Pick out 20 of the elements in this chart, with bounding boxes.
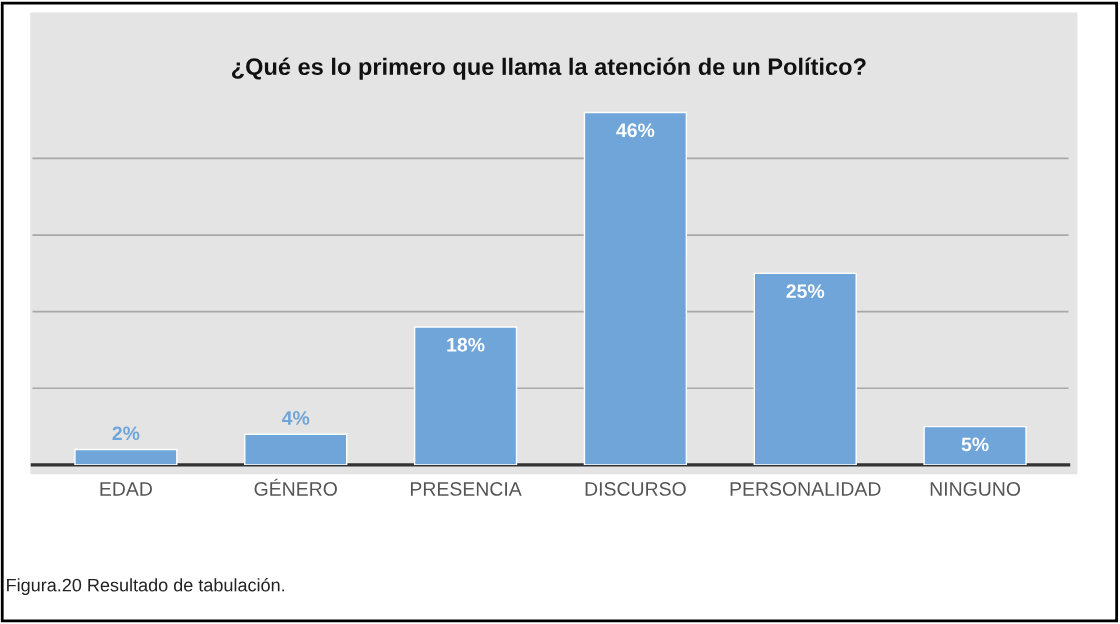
chart-title: ¿Qué es lo primero que llama la atención de un Político? <box>231 57 866 80</box>
bar <box>923 425 1027 465</box>
bar <box>583 111 688 465</box>
data-label: 5% <box>961 437 989 452</box>
x-tick-label: PRESENCIA <box>410 482 522 496</box>
bar <box>244 433 348 465</box>
bar <box>413 326 518 465</box>
bar <box>753 272 857 465</box>
x-tick-label: NINGUNO <box>930 482 1021 496</box>
x-tick-label: DISCURSO <box>585 482 686 496</box>
bar <box>74 448 178 465</box>
data-label: 4% <box>281 411 310 425</box>
x-tick-label: GÉNERO <box>254 478 337 496</box>
text: Figura.20 Resultado de tabulación. <box>7 578 284 596</box>
x-tick-label: EDAD <box>100 482 152 496</box>
data-label: 46% <box>616 123 655 138</box>
data-label: 2% <box>112 426 140 441</box>
data-label: 18% <box>447 337 485 352</box>
data-label: 25% <box>786 284 825 299</box>
x-tick-label: PERSONALIDAD <box>730 482 881 496</box>
